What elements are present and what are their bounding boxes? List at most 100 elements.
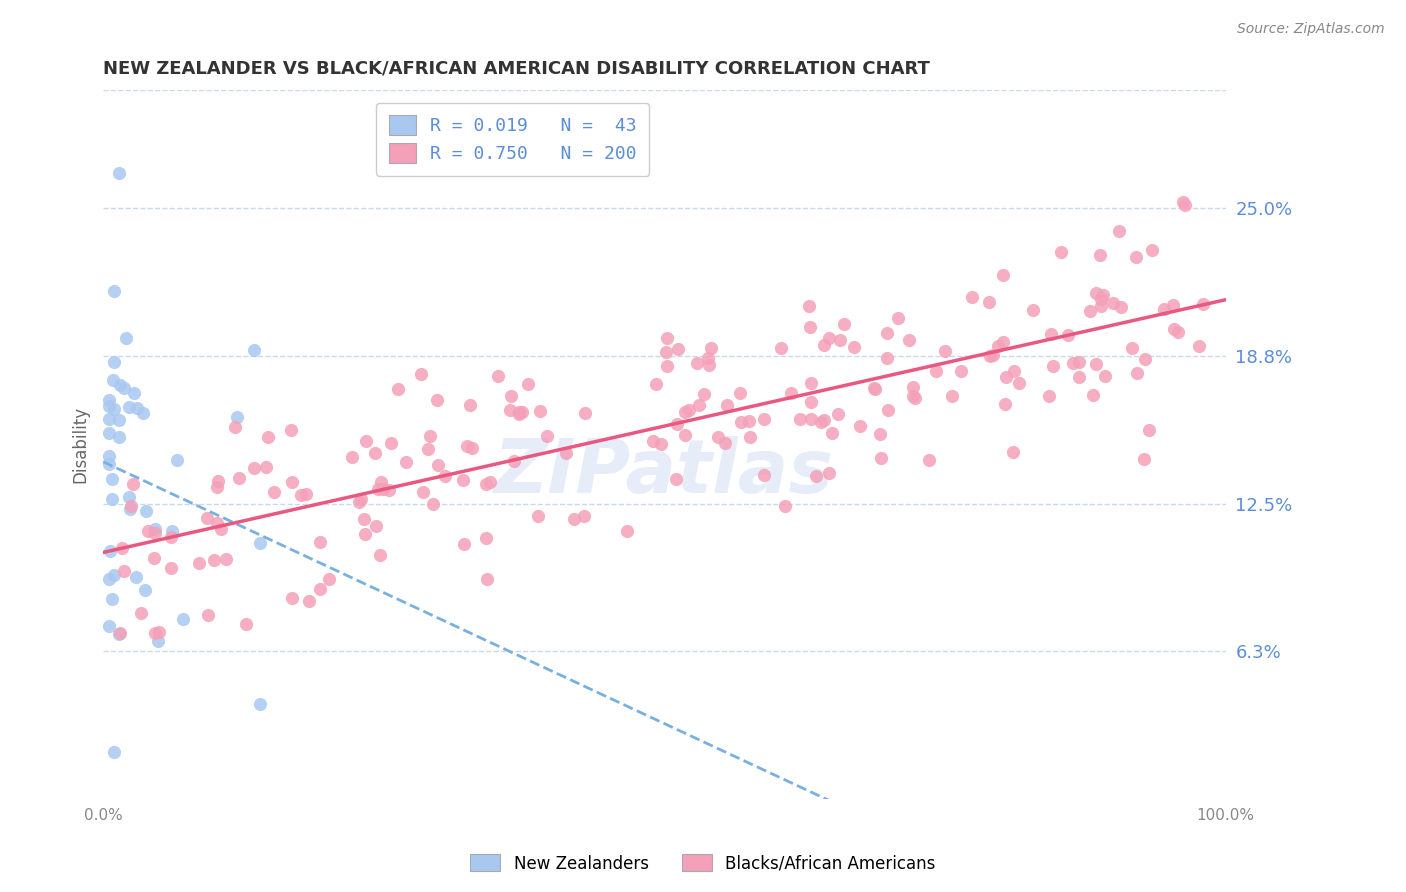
- Point: [101, 591, 124, 606]
- Point: [754, 412, 776, 426]
- Point: [730, 415, 752, 429]
- Point: [114, 331, 136, 345]
- Point: [108, 378, 131, 392]
- Point: [934, 343, 956, 358]
- Point: [108, 166, 131, 180]
- Point: [499, 403, 522, 417]
- Point: [1057, 328, 1080, 343]
- Point: [188, 556, 211, 570]
- Point: [818, 331, 841, 345]
- Point: [981, 348, 1004, 362]
- Point: [290, 488, 312, 502]
- Point: [510, 405, 533, 419]
- Point: [645, 376, 668, 391]
- Point: [813, 413, 835, 427]
- Point: [280, 423, 302, 437]
- Point: [665, 417, 688, 431]
- Point: [160, 530, 183, 544]
- Point: [991, 334, 1014, 349]
- Point: [416, 442, 439, 456]
- Point: [97, 392, 120, 407]
- Point: [308, 535, 330, 549]
- Point: [318, 572, 340, 586]
- Point: [461, 441, 484, 455]
- Point: [1140, 243, 1163, 257]
- Point: [797, 299, 820, 313]
- Point: [993, 268, 1015, 282]
- Point: [1153, 301, 1175, 316]
- Point: [707, 430, 730, 444]
- Point: [298, 594, 321, 608]
- Point: [121, 477, 143, 491]
- Point: [129, 606, 152, 620]
- Point: [98, 543, 121, 558]
- Point: [387, 383, 409, 397]
- Point: [813, 338, 835, 352]
- Point: [225, 409, 247, 424]
- Point: [478, 475, 501, 489]
- Point: [228, 471, 250, 485]
- Point: [427, 458, 450, 472]
- Point: [655, 344, 678, 359]
- Point: [263, 485, 285, 500]
- Point: [125, 401, 148, 415]
- Point: [280, 591, 302, 605]
- Point: [160, 561, 183, 575]
- Point: [827, 407, 849, 421]
- Point: [697, 358, 720, 372]
- Point: [103, 745, 125, 759]
- Point: [207, 516, 229, 530]
- Point: [1090, 292, 1112, 306]
- Point: [1167, 325, 1189, 339]
- Point: [950, 364, 973, 378]
- Point: [1192, 296, 1215, 310]
- Point: [650, 437, 672, 451]
- Point: [377, 483, 399, 497]
- Point: [172, 612, 194, 626]
- Point: [1187, 338, 1209, 352]
- Point: [202, 553, 225, 567]
- Point: [666, 343, 689, 357]
- Point: [898, 334, 921, 348]
- Point: [716, 398, 738, 412]
- Point: [354, 526, 377, 541]
- Point: [254, 460, 277, 475]
- Point: [562, 512, 585, 526]
- Point: [364, 446, 387, 460]
- Point: [1173, 194, 1195, 209]
- Point: [738, 414, 761, 428]
- Point: [979, 349, 1001, 363]
- Point: [657, 331, 679, 345]
- Point: [820, 425, 842, 440]
- Point: [235, 617, 257, 632]
- Point: [209, 522, 232, 536]
- Point: [395, 455, 418, 469]
- Point: [869, 427, 891, 442]
- Point: [863, 381, 886, 395]
- Point: [354, 434, 377, 448]
- Point: [693, 387, 716, 401]
- Point: [370, 548, 392, 562]
- Point: [160, 524, 183, 538]
- Point: [197, 608, 219, 623]
- Point: [688, 397, 710, 411]
- Point: [865, 382, 887, 396]
- Point: [994, 369, 1017, 384]
- Point: [1133, 452, 1156, 467]
- Point: [350, 491, 373, 506]
- Point: [1039, 326, 1062, 341]
- Point: [120, 500, 142, 514]
- Point: [987, 339, 1010, 353]
- Point: [143, 523, 166, 537]
- Point: [249, 698, 271, 712]
- Point: [516, 377, 538, 392]
- Point: [700, 341, 723, 355]
- Point: [800, 395, 823, 409]
- Point: [918, 453, 941, 467]
- Point: [243, 461, 266, 475]
- Point: [740, 430, 762, 444]
- Point: [800, 412, 823, 426]
- Point: [380, 436, 402, 450]
- Text: NEW ZEALANDER VS BLACK/AFRICAN AMERICAN DISABILITY CORRELATION CHART: NEW ZEALANDER VS BLACK/AFRICAN AMERICAN …: [103, 60, 929, 78]
- Point: [112, 381, 135, 395]
